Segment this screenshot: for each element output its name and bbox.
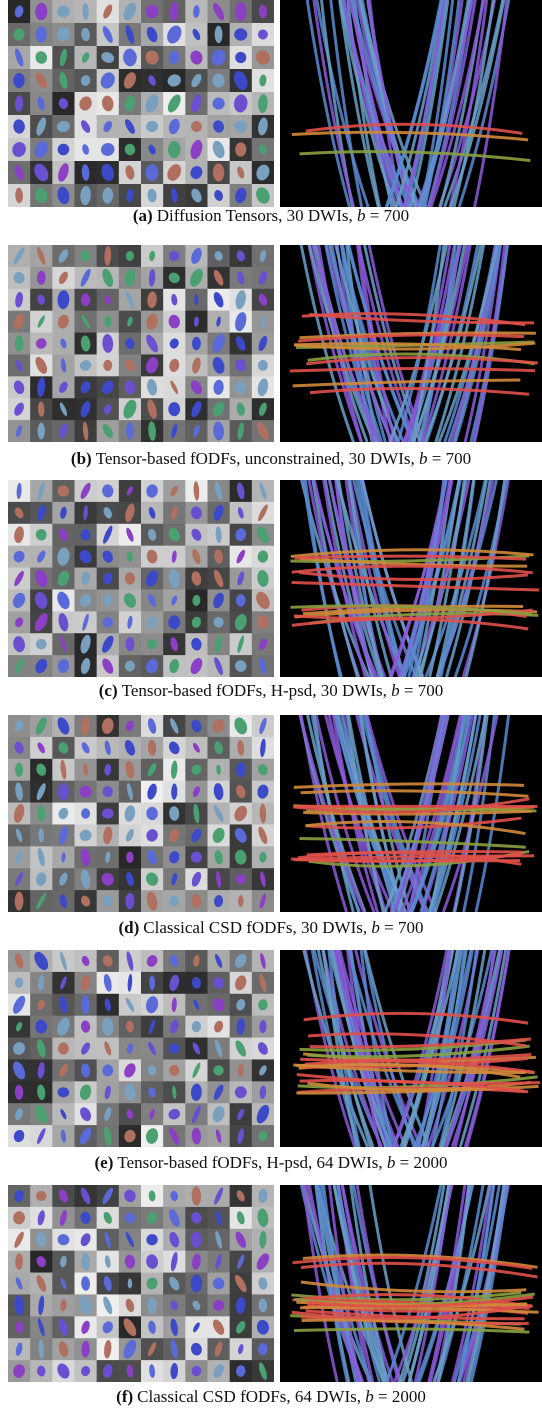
glyph — [104, 316, 111, 328]
panel-row — [0, 245, 542, 442]
panel-row — [0, 0, 542, 207]
panel-row — [0, 715, 542, 912]
caption-text: Classical CSD fODFs, 30 DWIs, — [143, 918, 367, 937]
caption-label: (d) — [119, 918, 140, 937]
caption: (b)Tensor-based fODFs, unconstrained, 30… — [0, 449, 542, 469]
glyph-image — [8, 480, 274, 677]
glyph — [36, 1191, 47, 1201]
tract-image — [280, 950, 542, 1147]
glyph-image — [8, 245, 274, 442]
caption-math: = 700 — [404, 681, 443, 700]
caption-text: Diffusion Tensors, 30 DWIs, — [157, 206, 353, 225]
glyph — [146, 807, 158, 820]
glyph-image — [8, 715, 274, 912]
glyph — [235, 52, 246, 63]
caption-label: (a) — [133, 206, 153, 225]
glyph — [103, 360, 112, 371]
caption: (f)Classical CSD fODFs, 64 DWIs, b = 200… — [0, 1387, 542, 1407]
caption-math-var: b — [387, 1153, 396, 1172]
caption-math-var: b — [357, 206, 366, 225]
caption-math-var: b — [371, 918, 380, 937]
caption-label: (b) — [71, 449, 92, 468]
caption-math: = 700 — [384, 918, 423, 937]
glyph — [168, 402, 180, 416]
caption-math: = 2000 — [400, 1153, 448, 1172]
caption-label: (f) — [116, 1387, 133, 1406]
panel-row — [0, 1185, 542, 1382]
glyph-image — [8, 950, 274, 1147]
caption: (d)Classical CSD fODFs, 30 DWIs, b = 700 — [0, 918, 542, 938]
page: (a)Diffusion Tensors, 30 DWIs, b = 700(b… — [0, 0, 542, 1408]
panel-row — [0, 480, 542, 677]
tract-image — [280, 715, 542, 912]
caption: (e)Tensor-based fODFs, H-psd, 64 DWIs, b… — [0, 1153, 542, 1173]
glyph — [126, 422, 134, 439]
glyph-image — [8, 0, 274, 207]
caption-math-var: b — [391, 681, 400, 700]
glyph — [15, 763, 23, 777]
caption: (c)Tensor-based fODFs, H-psd, 30 DWIs, b… — [0, 681, 542, 701]
glyph — [191, 852, 202, 863]
caption-text: Tensor-based fODFs, H-psd, 64 DWIs, — [117, 1153, 382, 1172]
caption-label: (c) — [99, 681, 118, 700]
panel-row — [0, 950, 542, 1147]
caption-math-var: b — [365, 1387, 374, 1406]
caption-math-var: b — [419, 449, 428, 468]
tract-image — [280, 0, 542, 207]
tract-image — [280, 480, 542, 677]
glyph-image — [8, 1185, 274, 1382]
glyph — [146, 164, 159, 181]
caption-math: = 700 — [432, 449, 471, 468]
caption: (a)Diffusion Tensors, 30 DWIs, b = 700 — [0, 206, 542, 226]
caption-math: = 700 — [370, 206, 409, 225]
caption-math: = 2000 — [378, 1387, 426, 1406]
tract-image — [280, 1185, 542, 1382]
glyph — [58, 783, 69, 800]
caption-text: Classical CSD fODFs, 64 DWIs, — [137, 1387, 361, 1406]
caption-label: (e) — [95, 1153, 114, 1172]
caption-text: Tensor-based fODFs, H-psd, 30 DWIs, — [122, 681, 387, 700]
glyph — [15, 335, 24, 351]
caption-text: Tensor-based fODFs, unconstrained, 30 DW… — [96, 449, 415, 468]
tract-image — [280, 245, 542, 442]
